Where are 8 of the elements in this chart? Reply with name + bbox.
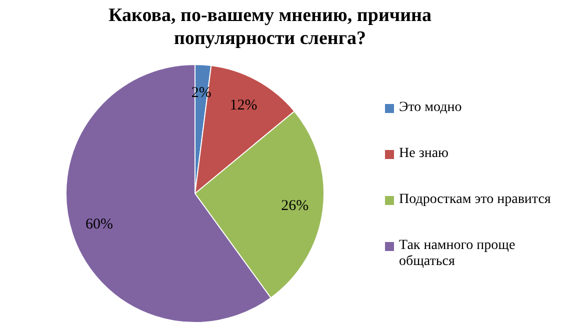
data-label: 12% [230,97,258,114]
legend-label: Подросткам это нравится [399,192,551,208]
legend-label: Так намного проще общаться [399,238,516,270]
chart-title: Какова, по-вашему мнению, причина популярности сленга? [107,4,433,50]
data-label: 60% [86,216,114,233]
legend-label: Не знаю [399,146,449,162]
legend-label: Это модно [399,100,462,116]
data-label: 26% [281,198,309,214]
